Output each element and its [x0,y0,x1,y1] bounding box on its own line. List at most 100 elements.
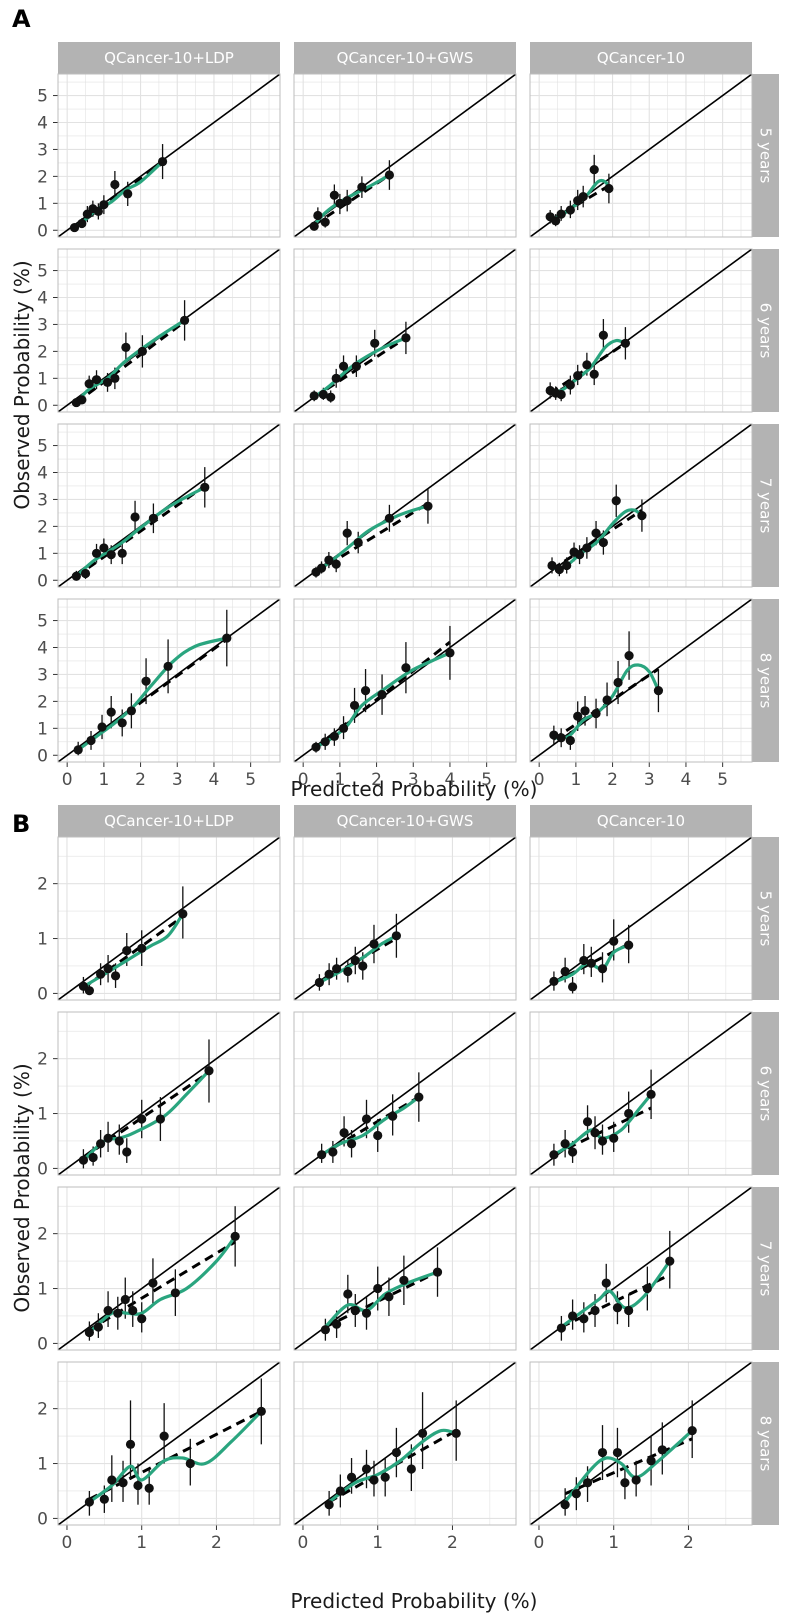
y-tick-label: 4 [37,288,48,308]
panel-border [529,836,753,1001]
observed-point [646,1089,656,1099]
observed-point [562,560,572,571]
smoothed-calibration-curve [74,485,207,578]
observed-point [353,537,363,548]
observed-point [230,1231,240,1241]
panel-marks [294,249,516,412]
observed-point [343,1289,353,1299]
column-strip: QCancer-10+LDP [58,42,280,74]
smoothed-calibration-curve [552,663,660,740]
y-tick-label: 2 [37,167,48,187]
panel-marks [294,1012,516,1175]
observed-point [200,482,210,492]
observed-point [316,563,327,573]
x-tick-label: 0 [62,770,73,790]
observed-point [687,1426,697,1436]
observed-point [123,189,133,199]
observed-point [93,206,103,217]
observed-point [369,1475,379,1485]
panel-border [529,1011,753,1176]
observed-point [373,1283,383,1294]
observed-point [624,1305,634,1316]
observed-point [384,513,395,523]
observed-point [451,1428,461,1438]
observed-point [601,1278,611,1288]
observed-point [137,1114,147,1124]
y-tick-label: 2 [37,1400,48,1420]
observed-point [318,389,328,400]
grid [294,249,516,412]
observed-point [612,1303,623,1313]
panel-border [293,248,517,413]
observed-point [445,648,455,658]
y-tick-label: 4 [37,113,48,133]
observed-point [324,555,334,565]
x-tick-label: 1 [98,770,109,790]
y-tick-label: 1 [37,369,48,389]
calibration-fit-line [564,1437,693,1496]
observed-point [380,1472,390,1482]
x-tick-label: 4 [209,770,220,790]
calibration-panel [293,598,517,763]
calibration-panel [293,1361,517,1526]
observed-point [137,1314,147,1324]
y-tick-label: 0 [37,1509,48,1529]
calibration-panel [529,1186,753,1351]
observed-point [579,955,589,966]
strip-background [294,805,516,837]
observed-point [128,1305,138,1316]
observed-point [350,955,360,966]
observed-point [122,1147,132,1157]
observed-point [590,1128,600,1138]
observed-point [106,707,116,717]
observed-point [96,1139,106,1149]
x-tick-label: 0 [298,1533,309,1553]
observed-point [324,1500,334,1510]
strip-background [752,249,779,412]
y-tick-label: 0 [37,984,48,1004]
observed-point [642,1283,652,1294]
observed-point [388,1111,398,1121]
x-tick-label: 1 [570,770,581,790]
calibration-panel [293,423,517,588]
observed-point [613,677,623,688]
observed-point [549,976,559,986]
observed-point [573,711,583,721]
smoothed-calibration-curve [320,1095,421,1157]
panel-border [293,598,517,763]
observed-point [384,1292,394,1302]
panel-marks [530,837,752,1000]
grid [530,1362,752,1525]
panel-marks [530,74,752,237]
smoothed-calibration-curve [563,1429,694,1504]
smoothed-calibration-curve [323,1270,440,1329]
observed-point [99,200,109,210]
y-tick-label: 5 [37,262,48,282]
row-strip: 6 years [752,249,779,412]
x-tick-label: 3 [644,770,655,790]
panel-border [529,1361,753,1526]
calibration-panel [529,423,753,588]
observed-point [338,361,349,371]
observed-point [69,222,80,233]
x-tick-label: 2 [135,770,146,790]
strip-background [752,1187,779,1350]
observed-point [401,333,411,343]
calibration-fit-line [88,1240,236,1331]
panel-border [293,1011,517,1176]
panel-border [57,1011,281,1176]
observed-point [609,936,619,946]
row-strip: 7 years [752,424,779,587]
observed-point [401,663,411,673]
observed-point [591,708,601,719]
panel-marks [530,599,752,762]
panel-marks [58,249,280,412]
observed-point [107,1475,117,1485]
observed-point [620,1478,630,1488]
panel-marks [294,837,516,1000]
observed-point [361,1308,372,1318]
panel-border [293,1186,517,1351]
observed-point [609,1133,619,1143]
panel-border [529,598,753,763]
panel-marks [294,1187,516,1350]
